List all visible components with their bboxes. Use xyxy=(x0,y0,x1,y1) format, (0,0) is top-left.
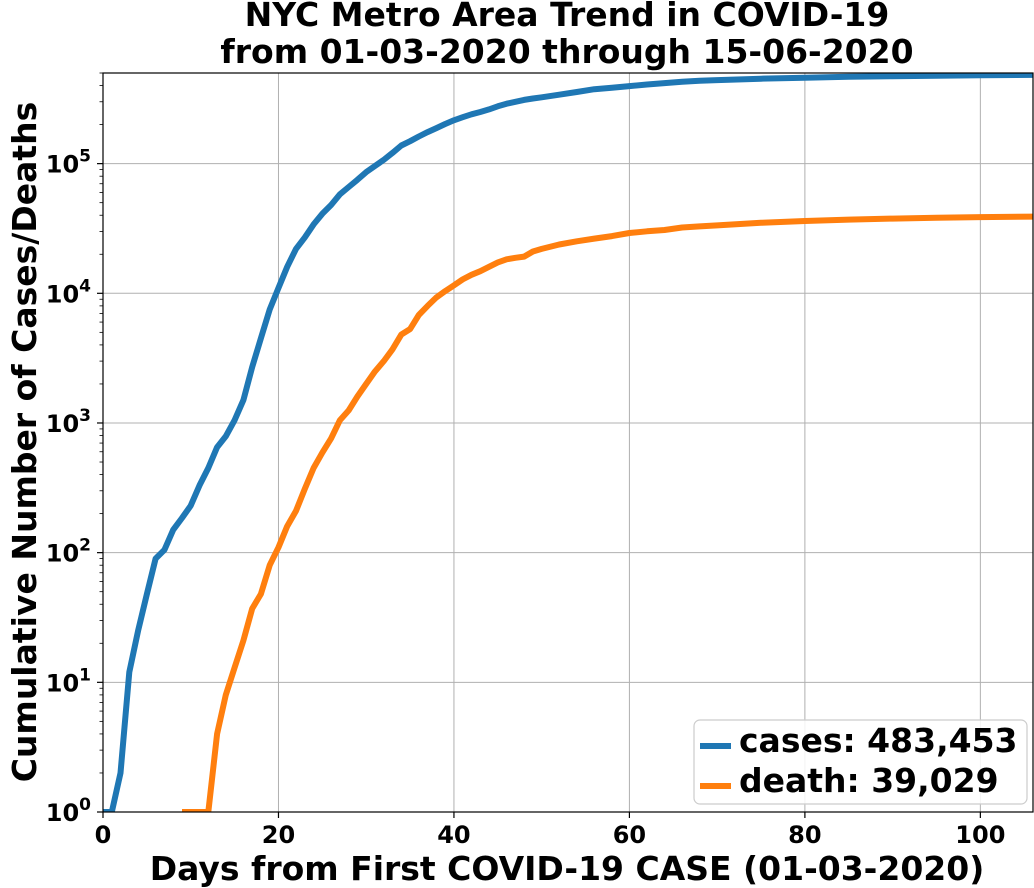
y-tick-label: 101 xyxy=(46,665,91,697)
legend-cases-label: cases: 483,453 xyxy=(739,721,1018,760)
x-tick-label: 60 xyxy=(613,821,646,849)
y-tick-label: 102 xyxy=(46,536,91,568)
chart-title-line2: from 01-03-2020 through 15-06-2020 xyxy=(220,32,913,71)
x-tick-label: 80 xyxy=(788,821,821,849)
legend: cases: 483,453 death: 39,029 xyxy=(693,719,1028,805)
y-axis-ticks: 100 101 102 103 104 105 xyxy=(46,72,103,827)
legend-box xyxy=(693,719,1028,805)
y-tick-label: 104 xyxy=(46,276,91,308)
x-tick-label: 20 xyxy=(262,821,295,849)
y-tick-label: 105 xyxy=(46,147,91,179)
x-tick-label: 100 xyxy=(955,821,1005,849)
death-series-line xyxy=(182,213,1033,812)
chart-title-line1: NYC Metro Area Trend in COVID-19 xyxy=(245,0,890,34)
y-axis-label: Cumulative Number of Cases/Deaths xyxy=(5,102,44,783)
series-lines xyxy=(103,73,1033,812)
grid-lines xyxy=(102,73,1033,813)
x-axis-label: Days from First COVID-19 CASE (01-03-202… xyxy=(150,849,985,888)
plot-frame xyxy=(102,72,1034,813)
legend-death-label: death: 39,029 xyxy=(739,761,999,800)
y-tick-label: 100 xyxy=(46,795,91,827)
cases-series-line xyxy=(103,73,1033,812)
y-tick-label: 103 xyxy=(46,406,91,438)
x-tick-label: 40 xyxy=(437,821,470,849)
x-tick-label: 0 xyxy=(95,821,112,849)
x-axis-ticks: 0 20 40 60 80 100 xyxy=(95,812,1005,849)
